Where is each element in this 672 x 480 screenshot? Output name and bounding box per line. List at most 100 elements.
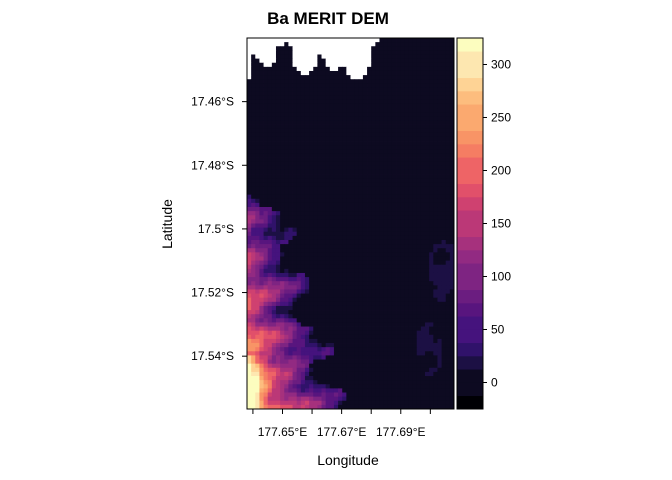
raster-cell <box>437 363 442 369</box>
raster-cell <box>437 211 442 216</box>
raster-cell <box>387 268 393 274</box>
raster-cell <box>342 136 347 142</box>
raster-cell <box>433 248 438 253</box>
raster-cell <box>354 194 360 200</box>
raster-cell <box>367 99 372 105</box>
raster-cell <box>300 272 306 278</box>
raster-cell <box>317 239 322 245</box>
raster-cell <box>412 157 418 163</box>
raster-cell <box>309 62 314 68</box>
raster-cell <box>280 359 285 365</box>
raster-cell <box>396 268 401 274</box>
raster-cell <box>391 351 397 356</box>
raster-cell <box>429 95 434 101</box>
raster-cell <box>371 227 376 233</box>
raster-cell <box>396 91 401 97</box>
raster-cell <box>309 256 314 261</box>
raster-cell <box>441 363 447 369</box>
raster-cell <box>247 124 252 130</box>
raster-cell <box>441 334 447 340</box>
raster-cell <box>267 227 273 233</box>
raster-cell <box>275 272 281 278</box>
raster-cell <box>317 380 322 385</box>
raster-cell <box>445 202 451 208</box>
raster-cell <box>292 301 298 307</box>
raster-cell <box>441 194 447 200</box>
raster-cell <box>304 305 310 311</box>
raster-cell <box>300 50 306 55</box>
raster-cell <box>321 108 327 113</box>
raster-cell <box>383 194 389 200</box>
raster-cell <box>379 404 385 410</box>
raster-cell <box>437 120 442 125</box>
raster-cell <box>371 174 376 179</box>
raster-cell <box>338 272 343 278</box>
raster-cell <box>449 165 455 171</box>
raster-cell <box>416 95 422 101</box>
raster-cell <box>383 190 389 196</box>
raster-cell <box>296 293 302 299</box>
raster-cell <box>400 66 405 72</box>
raster-cell <box>358 120 364 125</box>
raster-cell <box>396 95 401 101</box>
raster-cell <box>259 202 264 208</box>
raster-cell <box>329 223 335 229</box>
raster-cell <box>296 322 302 327</box>
raster-cell <box>329 305 335 311</box>
raster-cell <box>420 289 426 294</box>
raster-cell <box>251 392 256 398</box>
raster-cell <box>408 42 413 47</box>
raster-cell <box>371 87 376 92</box>
raster-cell <box>371 116 376 121</box>
raster-cell <box>375 305 380 311</box>
raster-cell <box>375 392 380 398</box>
raster-cell <box>247 285 252 290</box>
raster-cell <box>412 305 418 311</box>
raster-cell <box>350 392 356 398</box>
raster-cell <box>313 103 318 109</box>
raster-cell <box>333 95 339 101</box>
raster-cell <box>251 161 256 167</box>
raster-cell <box>304 207 310 212</box>
raster-cell <box>284 91 289 97</box>
raster-cell <box>247 351 252 356</box>
raster-cell <box>396 75 401 80</box>
raster-cell <box>437 83 442 88</box>
raster-cell <box>309 70 314 76</box>
raster-cell <box>267 103 273 109</box>
raster-cell <box>255 70 260 76</box>
raster-cell <box>396 70 401 76</box>
raster-cell <box>358 178 364 183</box>
raster-cell <box>296 58 302 64</box>
raster-cell <box>338 182 343 187</box>
raster-cell <box>263 75 269 80</box>
raster-cell <box>271 227 277 233</box>
raster-cell <box>296 268 302 274</box>
raster-cell <box>346 248 351 253</box>
raster-cell <box>321 235 327 241</box>
raster-cell <box>317 79 322 84</box>
raster-cell <box>354 326 360 332</box>
legend-swatch <box>457 197 483 211</box>
raster-cell <box>251 272 256 278</box>
raster-cell <box>338 46 343 51</box>
raster-cell <box>255 400 260 406</box>
raster-cell <box>383 215 389 220</box>
raster-cell <box>358 70 364 76</box>
raster-cell <box>304 400 310 406</box>
raster-cell <box>437 388 442 393</box>
raster-cell <box>375 50 380 55</box>
raster-cell <box>362 178 368 183</box>
raster-cell <box>420 207 426 212</box>
legend-swatch <box>457 236 483 251</box>
raster-cell <box>441 392 447 398</box>
raster-cell <box>267 244 273 249</box>
raster-cell <box>416 338 422 344</box>
raster-cell <box>445 376 451 381</box>
raster-cell <box>338 392 343 398</box>
raster-cell <box>284 95 289 101</box>
raster-cell <box>387 145 393 150</box>
raster-cell <box>437 75 442 80</box>
raster-cell <box>362 281 368 286</box>
raster-cell <box>433 367 438 373</box>
